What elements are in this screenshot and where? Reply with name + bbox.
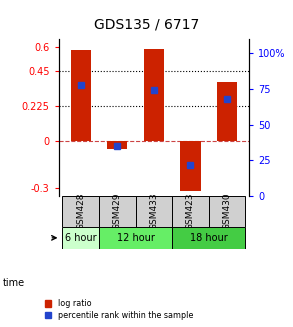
- Text: 6 hour: 6 hour: [65, 233, 96, 243]
- Bar: [172, 227, 246, 249]
- Text: GSM429: GSM429: [113, 193, 122, 230]
- Bar: [172, 196, 209, 227]
- Bar: [144, 49, 164, 141]
- Text: GSM430: GSM430: [223, 193, 231, 230]
- Text: 12 hour: 12 hour: [117, 233, 154, 243]
- Bar: [62, 227, 99, 249]
- Bar: [217, 81, 237, 141]
- Bar: [180, 141, 200, 191]
- Bar: [99, 227, 172, 249]
- Bar: [135, 196, 172, 227]
- Bar: [62, 196, 99, 227]
- Text: 18 hour: 18 hour: [190, 233, 228, 243]
- Text: GSM423: GSM423: [186, 193, 195, 230]
- Text: time: time: [3, 278, 25, 288]
- Text: GDS135 / 6717: GDS135 / 6717: [94, 17, 199, 31]
- Bar: [107, 141, 127, 149]
- Bar: [209, 196, 246, 227]
- Bar: [71, 50, 91, 141]
- Text: GSM428: GSM428: [76, 193, 85, 230]
- Bar: [99, 196, 135, 227]
- Text: GSM433: GSM433: [149, 193, 158, 230]
- Legend: log ratio, percentile rank within the sample: log ratio, percentile rank within the sa…: [45, 299, 193, 320]
